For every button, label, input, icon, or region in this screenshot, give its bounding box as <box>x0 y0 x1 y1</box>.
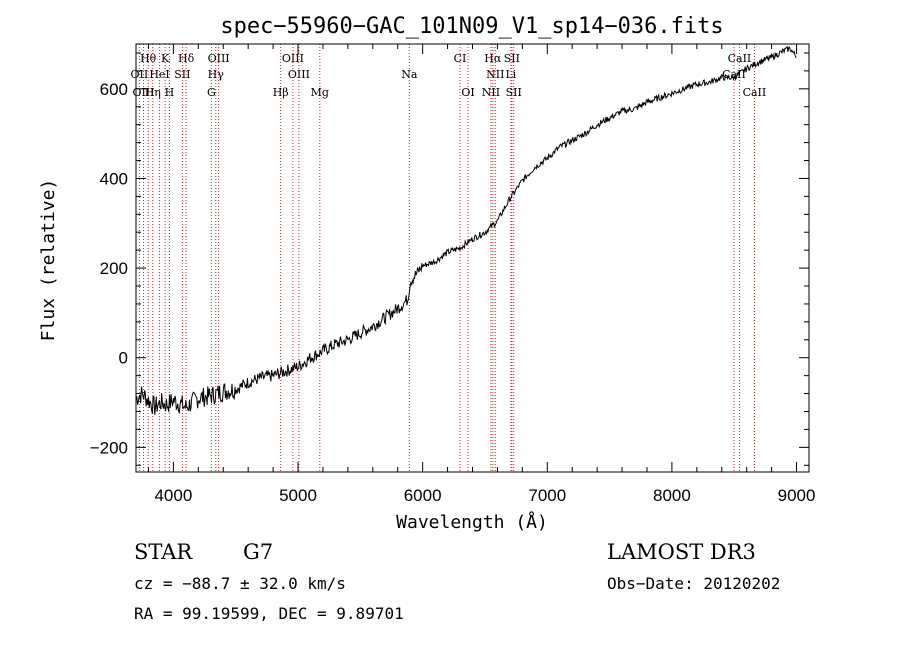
y-axis: −200 0 200 400 600 <box>90 52 809 466</box>
y-tick-label: 400 <box>100 169 128 188</box>
line-label: NII <box>482 86 500 99</box>
object-class: STAR <box>134 540 193 564</box>
line-label: Li <box>505 68 516 81</box>
line-label: OIII <box>282 52 304 65</box>
plot-frame <box>135 43 810 473</box>
line-label: NII <box>486 68 504 81</box>
y-tick-label: 200 <box>100 259 128 278</box>
line-label: H <box>165 86 175 99</box>
x-tick-label: 4000 <box>154 486 192 505</box>
y-axis-label: Flux (relative) <box>38 179 59 342</box>
y-tick-label: 600 <box>100 80 128 99</box>
obs-date: Obs−Date: 20120202 <box>607 574 780 593</box>
x-axis: 4000 5000 6000 7000 8000 9000 <box>147 44 816 505</box>
line-label: K <box>161 52 170 65</box>
coordinates: RA = 99.19599, DEC = 9.89701 <box>134 604 404 623</box>
x-tick-label: 9000 <box>778 486 816 505</box>
line-label: Hβ <box>273 86 289 99</box>
x-tick-label: 5000 <box>279 486 317 505</box>
line-label: SII <box>174 68 190 81</box>
spectrum-series-line <box>135 45 797 415</box>
chart-title: spec−55960−GAC_101N09_V1_sp14−036.fits <box>220 14 723 39</box>
line-label: OIII <box>208 52 230 65</box>
line-label: OIII <box>288 68 310 81</box>
line-label: Hθ <box>140 52 157 65</box>
line-label: Hδ <box>178 52 195 65</box>
line-label: Mg <box>311 86 329 99</box>
x-tick-label: 8000 <box>653 486 691 505</box>
line-label: Hα <box>484 52 502 65</box>
line-label: CI <box>454 52 467 65</box>
line-label: Hγ <box>208 68 225 81</box>
line-label: SII <box>506 86 522 99</box>
line-label: SII <box>504 52 520 65</box>
line-label: Na <box>401 68 418 81</box>
survey-name: LAMOST DR3 <box>607 540 756 564</box>
y-tick-label: −200 <box>90 438 128 457</box>
line-label: OI <box>461 86 474 99</box>
y-tick-label: 0 <box>119 349 128 368</box>
emission-line-markers <box>138 44 755 472</box>
line-label: G <box>207 86 216 99</box>
x-tick-label: 6000 <box>404 486 442 505</box>
redshift-readout: cz = −88.7 ± 32.0 km/s <box>134 574 346 593</box>
x-axis-label: Wavelength (Å) <box>396 511 548 533</box>
line-label: Hη <box>145 86 161 99</box>
line-label: CaII <box>728 52 752 65</box>
x-tick-label: 7000 <box>528 486 566 505</box>
line-label: HeI <box>149 68 169 81</box>
object-subclass: G7 <box>243 540 273 564</box>
line-label: CaII <box>743 86 767 99</box>
line-label: OII <box>131 68 149 81</box>
